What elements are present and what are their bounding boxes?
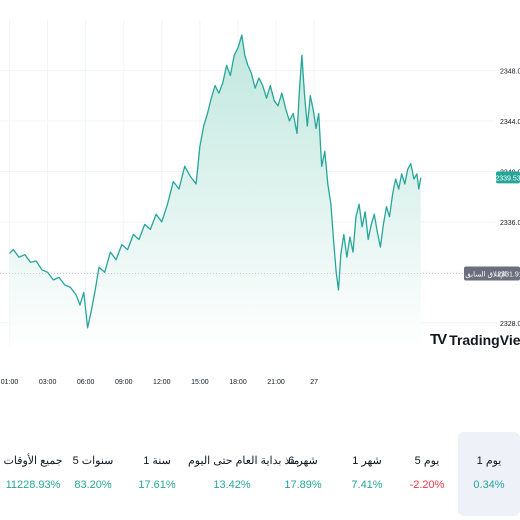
x-tick-label: 01:00 bbox=[1, 379, 19, 386]
period-value: 7.41% bbox=[351, 479, 383, 491]
previous-close-value: 2331.91 bbox=[497, 271, 520, 278]
period-value: 11228.93% bbox=[5, 479, 61, 491]
period-5-day[interactable]: 5 يوم -2.20% bbox=[396, 432, 458, 516]
price-chart[interactable]: 2328.002332.002336.002340.002344.002348.… bbox=[0, 0, 520, 400]
tradingview-logo-text: TradingView bbox=[449, 331, 520, 348]
period-value: 83.20% bbox=[74, 479, 112, 491]
performance-periods: 1 يوم 0.34% 5 يوم -2.20% 1 شهر 7.41% 6 ش… bbox=[0, 432, 520, 520]
period-label: 5 يوم bbox=[414, 455, 440, 467]
tradingview-logo-mark: TV bbox=[430, 331, 447, 348]
price-line[interactable] bbox=[9, 34, 422, 329]
x-tick-label: 12:00 bbox=[153, 379, 171, 386]
period-all-time[interactable]: جميع الأوقات 11228.93% bbox=[2, 432, 64, 516]
period-label: 1 شهر bbox=[352, 455, 382, 467]
period-5-years[interactable]: 5 سنوات 83.20% bbox=[62, 432, 124, 516]
period-1-month[interactable]: 1 شهر 7.41% bbox=[336, 432, 398, 516]
y-tick-label: 2336.00 bbox=[500, 220, 520, 227]
tradingview-logo[interactable]: TV TradingView bbox=[430, 331, 520, 348]
period-label: منذ بداية العام حتى اليوم bbox=[188, 455, 300, 467]
period-value: 13.42% bbox=[213, 479, 251, 491]
x-tick-label: 27 bbox=[310, 379, 318, 386]
x-tick-label: 09:00 bbox=[115, 379, 133, 386]
period-1-year[interactable]: 1 سنة 17.61% bbox=[126, 432, 188, 516]
period-label: 1 سنة bbox=[143, 455, 171, 467]
x-tick-label: 15:00 bbox=[191, 379, 209, 386]
period-1-day[interactable]: 1 يوم 0.34% bbox=[458, 432, 520, 516]
period-label: 1 يوم bbox=[476, 455, 502, 467]
last-price-label: 2339.53 bbox=[495, 175, 520, 182]
x-tick-label: 03:00 bbox=[39, 379, 57, 386]
y-axis-labels: 2328.002332.002336.002340.002344.002348.… bbox=[500, 68, 520, 327]
price-area-fill bbox=[9, 35, 421, 348]
last-price-badge bbox=[496, 171, 520, 184]
period-label: 6 شهر bbox=[288, 455, 318, 467]
previous-close-badge bbox=[464, 266, 520, 281]
period-value: 17.89% bbox=[284, 479, 322, 491]
period-value: 17.61% bbox=[138, 479, 176, 491]
period-label: 5 سنوات bbox=[72, 455, 114, 467]
previous-close-label: الإغلاق السابق bbox=[465, 270, 506, 278]
period-value: 0.34% bbox=[473, 479, 505, 491]
period-ytd[interactable]: منذ بداية العام حتى اليوم 13.42% bbox=[188, 432, 299, 516]
y-tick-label: 2348.00 bbox=[500, 68, 520, 75]
x-axis-labels: 01:00 03:00 06:00 09:00 12:00 15:00 18:00 21:00… bbox=[1, 379, 318, 386]
x-tick-label: 06:00 bbox=[77, 379, 95, 386]
period-6-month[interactable]: 6 شهر 17.89% bbox=[272, 432, 334, 516]
x-tick-label: 18:00 bbox=[229, 379, 247, 386]
x-tick-label: 21:00 bbox=[267, 379, 285, 386]
y-tick-label: 2328.00 bbox=[500, 321, 520, 328]
price-chart-svg[interactable]: 2328.002332.002336.002340.002344.002348.… bbox=[0, 0, 520, 400]
period-value: -2.20% bbox=[409, 479, 445, 491]
y-tick-label: 2344.00 bbox=[500, 119, 520, 126]
period-label: جميع الأوقات bbox=[3, 455, 63, 467]
